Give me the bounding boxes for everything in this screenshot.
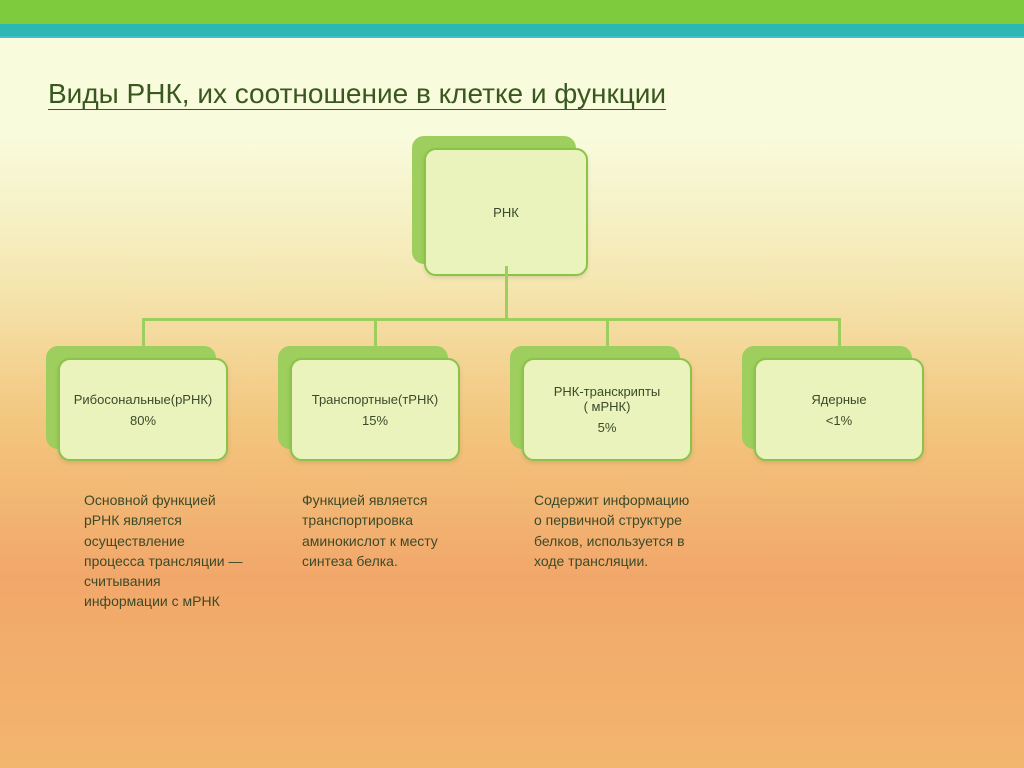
child-node-1: Транспортные(тРНК)15%	[290, 358, 460, 461]
child-node-3: Ядерные<1%	[754, 358, 924, 461]
child-desc-0: Основной функцией рРНК является осуществ…	[84, 490, 244, 612]
slide: Виды РНК, их соотношение в клетке и функ…	[0, 0, 1024, 768]
child-desc-1: Функцией является транспортировка аминок…	[302, 490, 462, 571]
top-decoration	[0, 0, 1024, 36]
child-node-label-2: РНК-транскрипты( мРНК)5%	[524, 360, 690, 459]
bar-cyan	[0, 24, 1024, 38]
child-node-label-3: Ядерные<1%	[756, 360, 922, 459]
slide-title: Виды РНК, их соотношение в клетке и функ…	[48, 78, 666, 110]
root-node: РНК	[424, 148, 588, 276]
child-node-label-0: Рибосональные(рРНК)80%	[60, 360, 226, 459]
connector-hbar	[142, 318, 841, 321]
child-node-0: Рибосональные(рРНК)80%	[58, 358, 228, 461]
child-node-2: РНК-транскрипты( мРНК)5%	[522, 358, 692, 461]
root-label: РНК	[426, 150, 586, 274]
child-desc-2: Содержит информацию о первичной структур…	[534, 490, 694, 571]
child-node-label-1: Транспортные(тРНК)15%	[292, 360, 458, 459]
org-chart: РНК Рибосональные(рРНК)80% Транспортные(тР…	[0, 140, 1024, 768]
connector-root-drop	[505, 266, 508, 318]
